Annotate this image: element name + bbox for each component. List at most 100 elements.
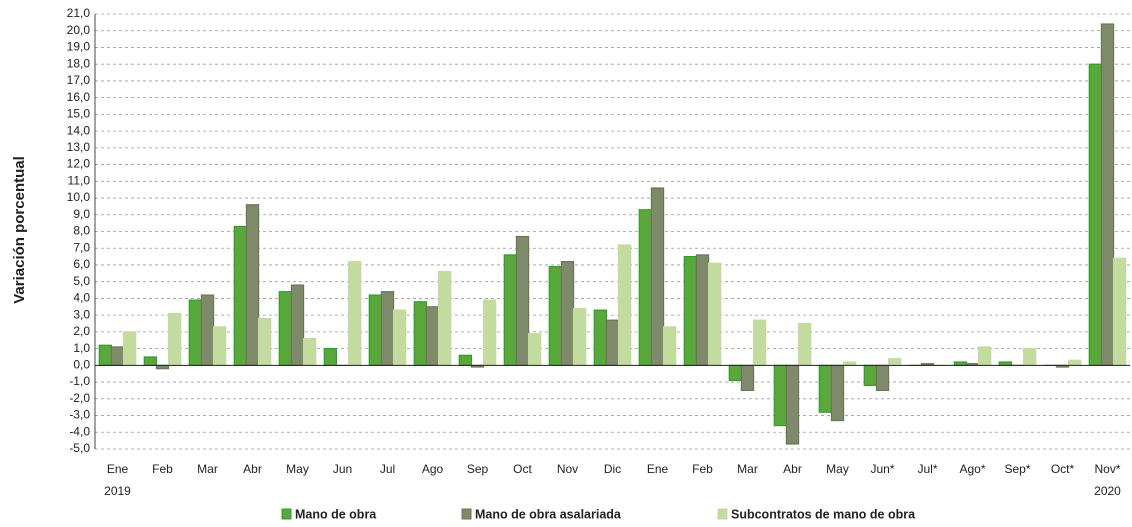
bar xyxy=(458,354,473,366)
bar xyxy=(188,299,203,366)
y-tick-label: 17,0 xyxy=(67,73,91,87)
y-tick-label: -2,0 xyxy=(69,391,90,405)
legend-swatch xyxy=(461,508,472,520)
x-tick-label: Mar xyxy=(737,462,758,476)
y-tick-label: -4,0 xyxy=(69,424,90,438)
bar xyxy=(1067,359,1082,366)
legend-label: Mano de obra xyxy=(295,507,377,521)
x-tick-label: Jul xyxy=(380,462,395,476)
bar xyxy=(683,255,698,366)
x-tick-label: May xyxy=(286,462,309,476)
bar xyxy=(818,364,833,413)
bar xyxy=(425,306,440,366)
bar xyxy=(1088,63,1103,366)
bar xyxy=(482,299,497,366)
y-tick-label: 12,0 xyxy=(67,157,91,171)
y-tick-label: 14,0 xyxy=(67,123,91,137)
legend-label: Mano de obra asalariada xyxy=(475,507,622,521)
y-tick-label: 3,0 xyxy=(73,307,90,321)
y-tick-label: -1,0 xyxy=(69,374,90,388)
x-tick-label: Abr xyxy=(243,462,262,476)
bar xyxy=(245,204,260,366)
legend-swatch xyxy=(281,508,292,520)
y-tick-label: 2,0 xyxy=(73,324,90,338)
bar xyxy=(278,291,293,366)
bar xyxy=(650,187,665,366)
bar xyxy=(503,254,518,366)
x-tick-label: Oct xyxy=(513,462,532,476)
bar xyxy=(437,271,452,366)
y-tick-label: 6,0 xyxy=(73,257,90,271)
x-tick-label: Jun* xyxy=(870,462,894,476)
bar xyxy=(1100,23,1115,366)
bar xyxy=(863,364,878,387)
y-tick-label: 15,0 xyxy=(67,107,91,121)
bar xyxy=(323,348,338,366)
bar xyxy=(515,235,530,366)
bar xyxy=(740,364,755,392)
x-tick-label: Abr xyxy=(783,462,802,476)
year-label: 2019 xyxy=(104,484,131,498)
bar xyxy=(212,326,227,366)
bar xyxy=(842,361,857,366)
bar xyxy=(233,225,248,366)
bar xyxy=(167,312,182,366)
bar xyxy=(830,364,845,422)
x-tick-label: Ene xyxy=(647,462,669,476)
x-tick-label: Jun xyxy=(333,462,352,476)
y-tick-label: 0,0 xyxy=(73,358,90,372)
x-tick-label: Ago xyxy=(422,462,444,476)
y-axis-title: Variación porcentual xyxy=(11,156,28,304)
y-tick-label: 4,0 xyxy=(73,291,90,305)
bar xyxy=(752,319,767,366)
bar xyxy=(638,209,653,366)
bar xyxy=(695,254,710,366)
bar xyxy=(605,319,620,366)
y-tick-label: 21,0 xyxy=(67,6,91,20)
x-tick-label: Jul* xyxy=(917,462,937,476)
y-tick-label: 1,0 xyxy=(73,341,90,355)
bar xyxy=(1112,257,1127,366)
bar xyxy=(797,322,812,366)
legend-label: Subcontratos de mano de obra xyxy=(731,507,916,521)
bar xyxy=(773,364,788,427)
bar xyxy=(110,346,125,366)
bar xyxy=(368,294,383,366)
bar xyxy=(728,364,743,382)
y-tick-label: 5,0 xyxy=(73,274,90,288)
year-label: 2020 xyxy=(1094,484,1121,498)
y-tick-label: 19,0 xyxy=(67,40,91,54)
bar xyxy=(392,309,407,366)
bar xyxy=(290,284,305,366)
y-tick-label: -5,0 xyxy=(69,441,90,455)
bar xyxy=(875,364,890,392)
bar xyxy=(548,266,563,366)
bar xyxy=(560,261,575,366)
bar xyxy=(257,317,272,366)
x-tick-label: Nov* xyxy=(1094,462,1120,476)
bar xyxy=(662,326,677,366)
x-tick-label: Mar xyxy=(197,462,218,476)
bar xyxy=(887,358,902,366)
bar xyxy=(98,344,113,366)
bar xyxy=(155,364,170,370)
bar xyxy=(593,309,608,366)
x-tick-label: Sep xyxy=(467,462,489,476)
bar xyxy=(1022,348,1037,366)
bar xyxy=(527,332,542,366)
bar xyxy=(122,331,137,366)
y-tick-label: 13,0 xyxy=(67,140,91,154)
bar xyxy=(572,307,587,366)
y-tick-label: 16,0 xyxy=(67,90,91,104)
x-tick-label: Oct* xyxy=(1051,462,1075,476)
x-tick-label: Feb xyxy=(152,462,173,476)
x-tick-label: May xyxy=(826,462,849,476)
bar xyxy=(413,301,428,366)
bar xyxy=(617,244,632,366)
bar xyxy=(953,361,968,366)
y-tick-label: 18,0 xyxy=(67,56,91,70)
bar xyxy=(302,337,317,366)
y-tick-label: 20,0 xyxy=(67,23,91,37)
bar xyxy=(380,291,395,366)
